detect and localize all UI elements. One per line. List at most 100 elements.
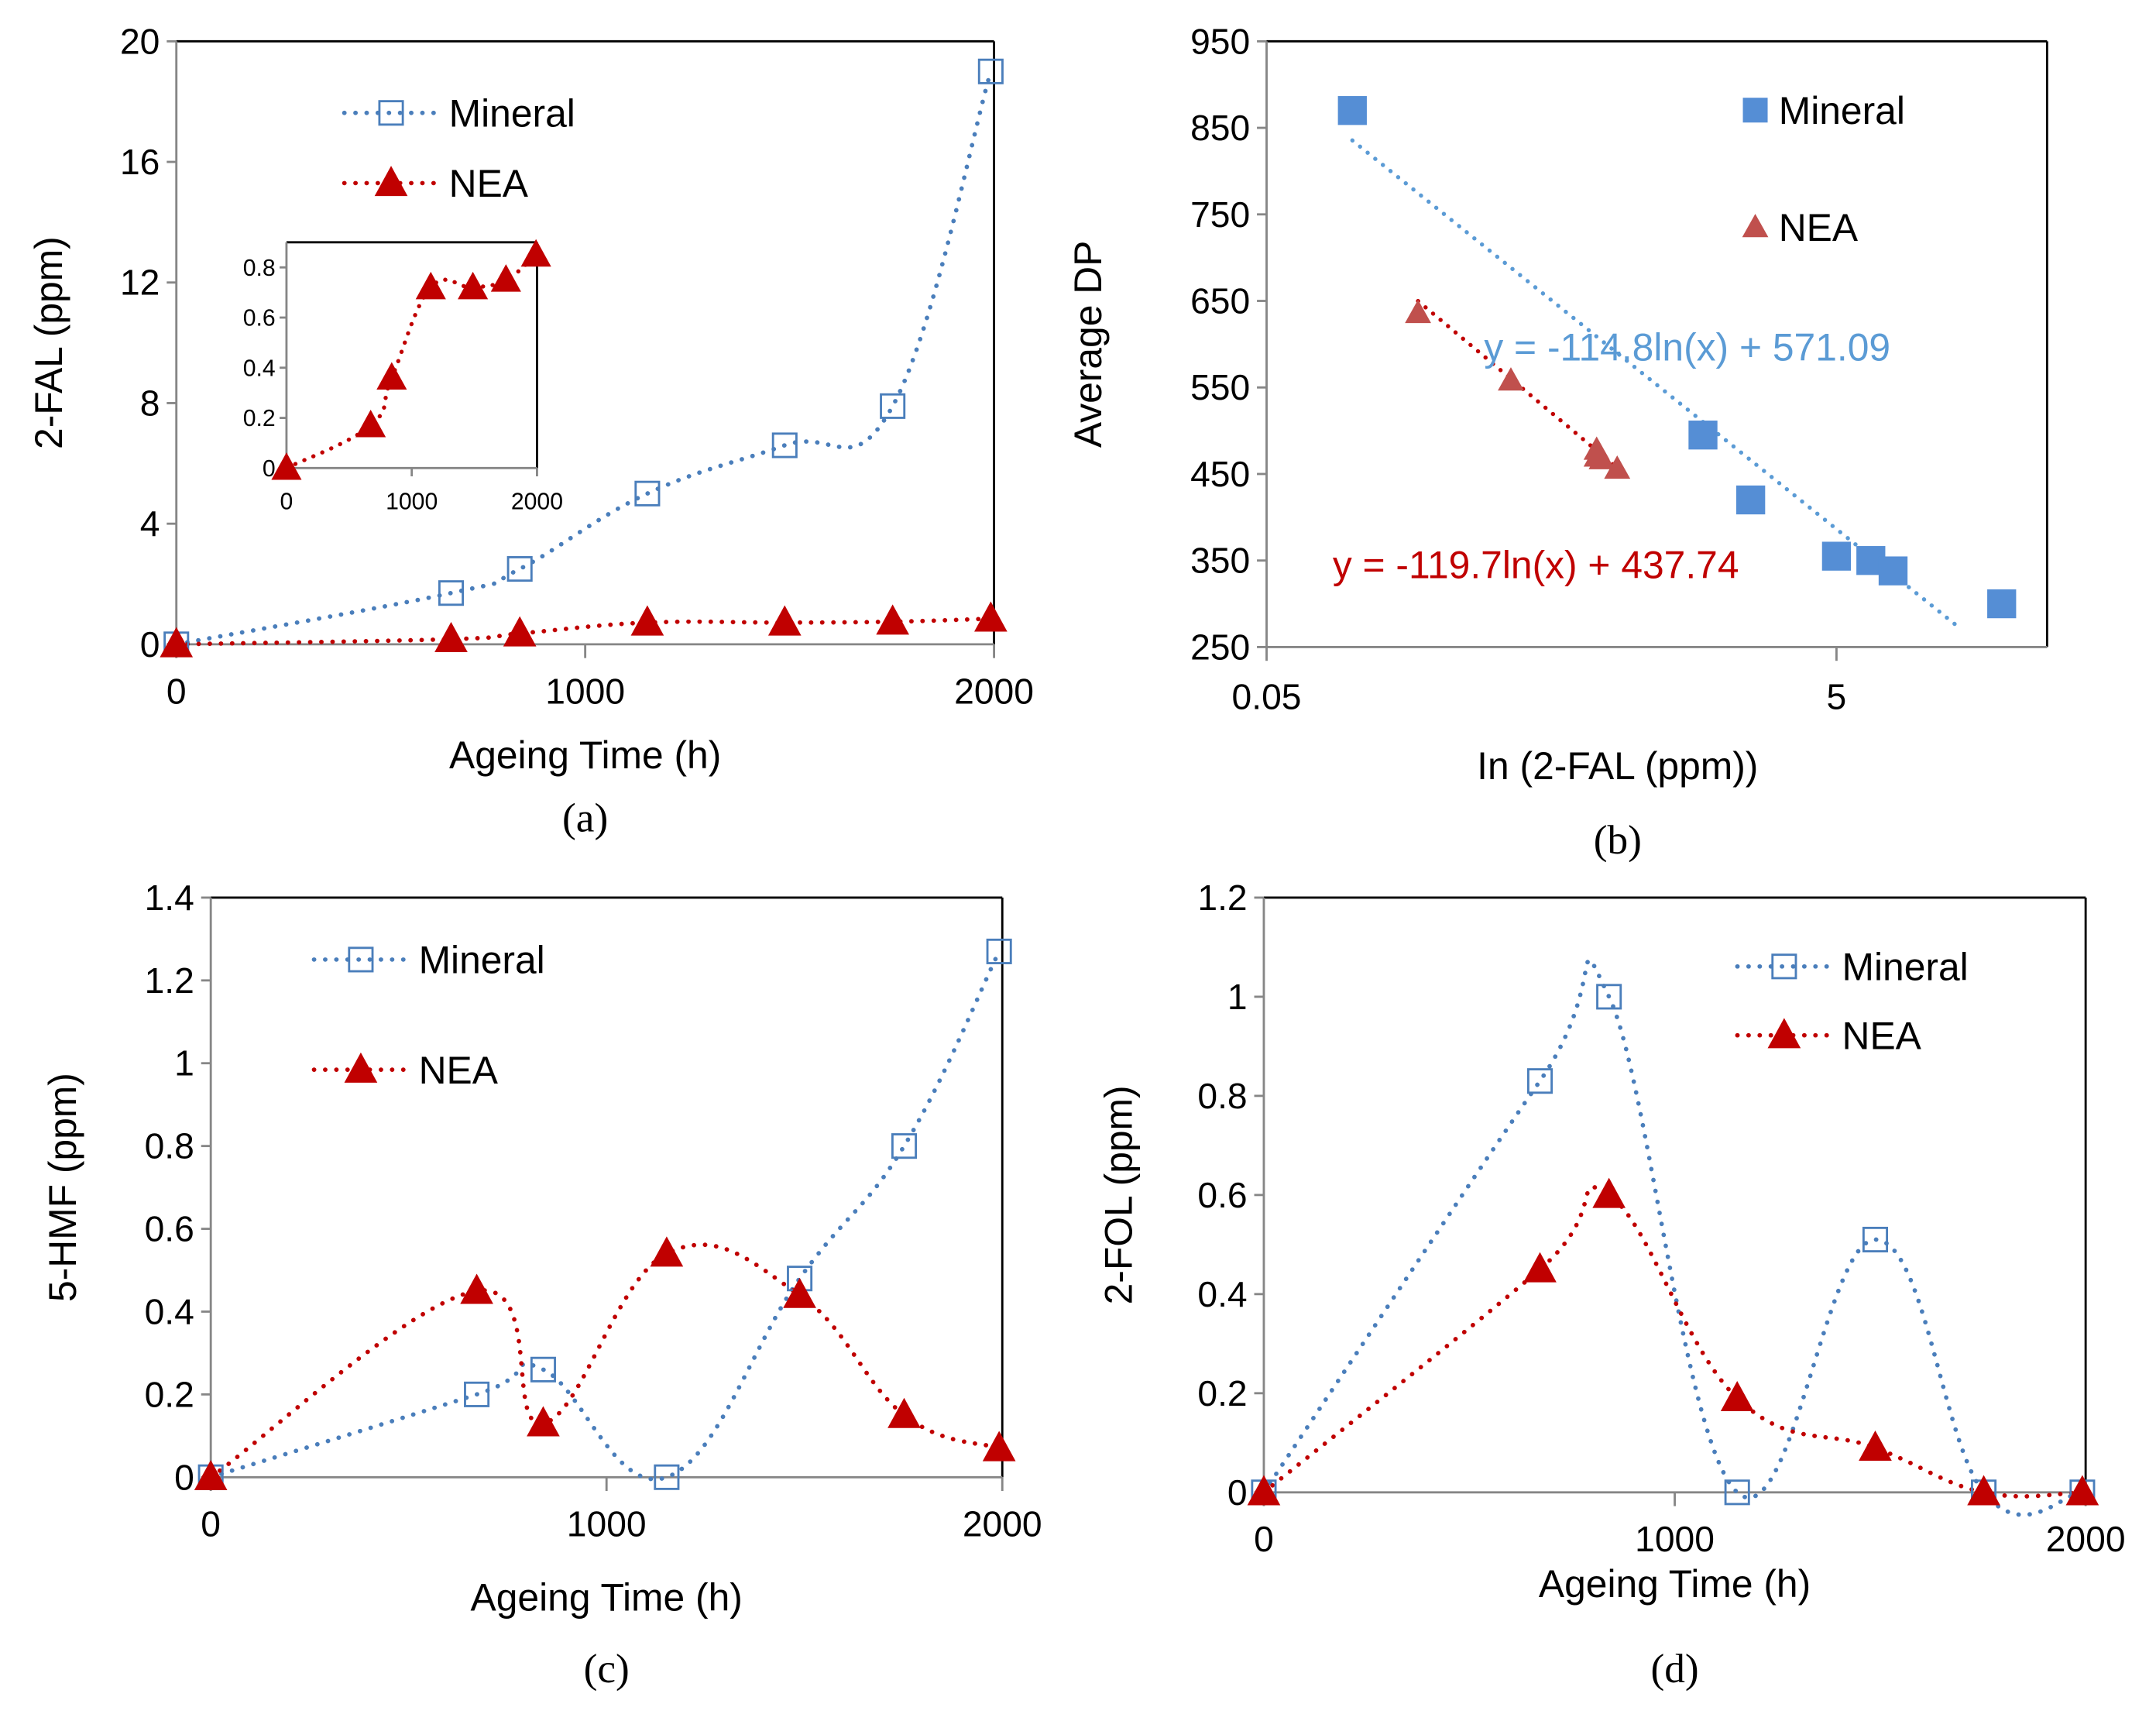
data-point-nea: [503, 616, 537, 647]
y-tick-label: 0.8: [1197, 1076, 1247, 1116]
data-point-nea: [1967, 1475, 2000, 1506]
legend-marker: [1742, 98, 1768, 123]
y-tick-label: 20: [120, 21, 160, 61]
y-tick-label: 0: [140, 624, 160, 665]
data-point-nea: [974, 601, 1008, 632]
data-point-mineral: [986, 938, 1012, 964]
y-axis-title: 2-FOL (ppm): [1097, 1085, 1140, 1304]
data-point-nea: [650, 1236, 684, 1267]
inset-y-tick-label: 0.8: [243, 256, 276, 281]
x-tick-label: 1000: [567, 1504, 647, 1544]
y-tick-label: 250: [1190, 627, 1250, 667]
data-point-nea: [194, 1459, 228, 1490]
y-tick-label: 1.2: [145, 960, 194, 1001]
data-point-nea: [1498, 367, 1524, 391]
legend-label: NEA: [1842, 1014, 1922, 1057]
series-line-nea: [173, 616, 994, 647]
inset-x-tick-label: 1000: [386, 489, 438, 515]
x-axis-title: Ageing Time (h): [1539, 1562, 1811, 1606]
legend-label: NEA: [449, 162, 529, 205]
x-tick-label: 2000: [954, 671, 1034, 711]
panel-c: 0 0.2 0.4 0.6 0.8 1 1.2 1.4 0 1000 2000 Ageing Time…: [41, 878, 1042, 1692]
y-tick-label: 0.2: [145, 1374, 194, 1414]
panel-label: (a): [562, 795, 608, 841]
data-point-nea: [783, 1277, 816, 1308]
inset-data-point-nea: [520, 239, 551, 267]
inset-y-tick-label: 0: [263, 456, 276, 482]
x-tick-label: 0: [201, 1504, 221, 1544]
y-tick-label: 12: [120, 263, 160, 303]
data-point-mineral: [771, 432, 798, 459]
data-point-nea: [1588, 445, 1615, 469]
data-point-nea: [1523, 1252, 1557, 1283]
series-line-mineral: [1262, 957, 2085, 1517]
data-point-mineral: [1688, 421, 1718, 450]
data-point-mineral: [880, 393, 906, 419]
y-tick-label: 0.8: [145, 1126, 194, 1166]
x-tick-label: 1000: [1635, 1519, 1715, 1559]
data-point-mineral: [634, 480, 661, 507]
x-tick-label: 0: [167, 671, 187, 711]
data-point-nea: [767, 605, 802, 636]
inset-data-point-nea: [355, 410, 386, 438]
data-point-mineral: [1596, 984, 1622, 1010]
data-point-nea: [630, 605, 664, 636]
legend-marker: [378, 100, 404, 126]
panel-label: (d): [1650, 1645, 1698, 1692]
data-point-nea: [527, 1406, 560, 1437]
data-point-nea: [460, 1273, 493, 1304]
inset-y-tick-label: 0.2: [243, 406, 276, 431]
x-axis-title: Ageing Time (h): [449, 733, 721, 777]
y-tick-label: 1: [174, 1043, 194, 1084]
y-tick-label: 750: [1190, 194, 1250, 235]
data-point-mineral: [506, 556, 533, 582]
y-tick-label: 8: [140, 383, 160, 423]
y-tick-label: 950: [1190, 21, 1250, 61]
y-tick-label: 16: [120, 142, 160, 182]
data-point-mineral: [654, 1464, 680, 1490]
data-point-mineral: [1878, 556, 1908, 586]
data-point-nea: [1592, 1177, 1626, 1208]
legend-label: NEA: [419, 1049, 499, 1092]
panel-a: 0 4 8 12 16 20 0 1000 2000 Ageing Time (h) 2-FAL (…: [27, 21, 1034, 840]
data-point-mineral: [1724, 1479, 1750, 1506]
data-point-nea: [1604, 455, 1631, 479]
inset-y-tick-label: 0.6: [243, 306, 276, 331]
y-tick-label: 0.4: [1197, 1274, 1247, 1314]
data-point-nea: [1247, 1475, 1281, 1506]
y-tick-label: 450: [1190, 454, 1250, 494]
legend-label: Mineral: [419, 939, 545, 982]
data-point-nea: [434, 621, 468, 652]
legend-marker: [348, 946, 374, 973]
data-point-mineral: [1735, 485, 1766, 515]
y-tick-label: 0.2: [1197, 1373, 1247, 1413]
data-point-nea: [1405, 299, 1431, 324]
inset-data-point-nea: [376, 362, 407, 390]
data-point-nea: [887, 1397, 921, 1428]
x-axis-title: Ageing Time (h): [471, 1576, 743, 1620]
y-tick-label: 0.4: [145, 1291, 194, 1331]
legend-label: Mineral: [1842, 946, 1969, 989]
data-point-mineral: [438, 580, 465, 606]
y-tick-label: 1: [1227, 977, 1248, 1017]
legend-marker: [1771, 953, 1797, 980]
y-tick-label: 0.6: [145, 1209, 194, 1249]
data-point-nea: [1859, 1430, 1892, 1461]
trendline-mineral: [1350, 138, 1962, 630]
data-point-nea: [876, 604, 909, 635]
y-tick-label: 550: [1190, 367, 1250, 407]
inset-data-point-nea: [458, 271, 489, 300]
trendline-equation-mineral: y = -114.8ln(x) + 571.09: [1484, 326, 1890, 369]
y-tick-label: 850: [1190, 108, 1250, 148]
panel-label: (c): [584, 1645, 630, 1692]
series-line-mineral: [208, 949, 1001, 1482]
data-point-mineral: [1821, 541, 1852, 571]
legend-marker: [344, 1052, 378, 1083]
y-tick-label: 1.4: [145, 878, 194, 918]
inset-data-point-nea: [490, 264, 521, 292]
series-line-mineral: [173, 69, 994, 647]
x-tick-label: 2000: [963, 1504, 1042, 1544]
legend-label: NEA: [1779, 206, 1859, 249]
x-tick-label: 2000: [2046, 1519, 2126, 1559]
